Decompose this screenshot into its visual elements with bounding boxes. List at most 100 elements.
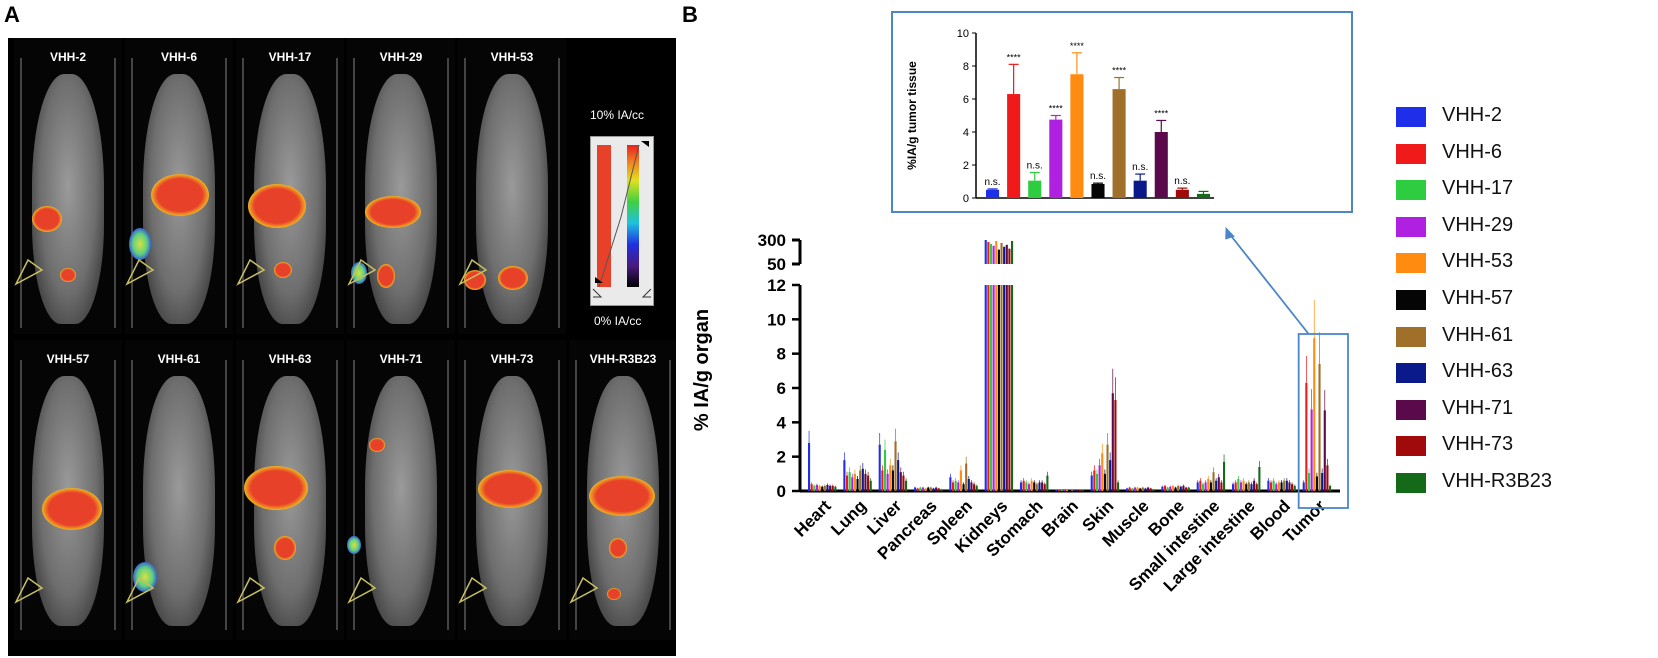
- legend-item: VHH-53: [1396, 250, 1656, 276]
- main-bar: [894, 441, 897, 491]
- tumor-arrowhead-icon: [125, 258, 155, 286]
- main-bar: [1041, 482, 1044, 491]
- main-bar: [1144, 488, 1147, 491]
- main-bar: [1196, 482, 1199, 491]
- scanner-rail-right: [336, 58, 338, 328]
- legend-label: VHH-2: [1442, 104, 1503, 126]
- main-bar: [973, 484, 976, 491]
- scanner-rail-left: [464, 58, 466, 328]
- main-bar: [1095, 473, 1099, 491]
- legend-label: VHH-73: [1442, 433, 1514, 456]
- legend-label: VHH-57: [1442, 287, 1514, 309]
- main-bar: [831, 485, 834, 491]
- main-bar: [1199, 480, 1202, 491]
- arrowhead-outline: [14, 576, 44, 604]
- main-bar: [987, 285, 990, 491]
- main-bar: [1133, 487, 1137, 491]
- main-y-tick-label: 0: [777, 482, 786, 501]
- inset-bar: [1154, 132, 1168, 198]
- arrowhead-outline: [569, 576, 599, 604]
- inset-y-tick-label: 6: [963, 94, 969, 106]
- main-bar: [1139, 488, 1142, 491]
- main-bar: [1201, 484, 1205, 491]
- inset-bar: [1112, 89, 1126, 198]
- main-bar: [1068, 490, 1071, 491]
- main-bar: [1055, 490, 1058, 491]
- main-bar: [1291, 484, 1294, 491]
- main-y-axis-label: % IA/g organ: [691, 309, 713, 431]
- inset-bar: [1133, 180, 1147, 198]
- main-bar: [967, 478, 970, 491]
- scanner-rail-right: [114, 360, 116, 630]
- main-bar: [859, 470, 862, 491]
- row1-label-3: VHH-17: [268, 50, 312, 64]
- main-bar: [1141, 487, 1144, 491]
- legend-label: VHH-29: [1442, 213, 1514, 236]
- colorbar: [590, 136, 654, 306]
- main-bar: [1098, 465, 1101, 491]
- inset-significance-label: ****: [1112, 66, 1127, 76]
- main-bar: [1046, 475, 1049, 491]
- main-bar: [845, 475, 849, 491]
- main-bar: [1280, 482, 1283, 491]
- arrowhead-outline: [125, 258, 155, 286]
- scanner-rail-right: [225, 360, 227, 630]
- main-bar: [843, 460, 846, 491]
- main-y-tick-label: 4: [777, 413, 787, 432]
- tumor-inset: 0 2 4 6 8 10 %IA/g tumor tissue n.s. **** n.s. ***…: [891, 11, 1353, 213]
- main-bar: [1313, 338, 1316, 491]
- main-bar: [1217, 477, 1220, 491]
- legend-swatch: [1396, 180, 1426, 201]
- arrowhead-outline: [458, 258, 488, 286]
- main-bar: [1242, 480, 1245, 491]
- tumor-arrowhead-icon: [125, 576, 155, 604]
- row1-tile-4: VHH-29: [347, 38, 455, 334]
- main-bar: [1321, 472, 1324, 491]
- inset-bar: [1196, 193, 1210, 198]
- main-bar: [1293, 485, 1296, 491]
- main-bar: [1101, 453, 1104, 491]
- legend-swatch: [1396, 473, 1426, 493]
- main-bar: [1245, 484, 1248, 491]
- main-bar: [1038, 482, 1041, 491]
- main-bar: [929, 487, 932, 491]
- main-bar: [851, 477, 854, 491]
- uptake-hotspot: [478, 470, 542, 508]
- main-bar: [848, 472, 851, 491]
- main-bar: [899, 472, 902, 491]
- main-bar: [1152, 489, 1155, 491]
- row2-tile-1: VHH-57: [14, 340, 122, 640]
- main-bar: [1302, 482, 1305, 491]
- main-bar: [1106, 444, 1109, 491]
- main-bar-upper: [1005, 244, 1008, 264]
- tumor-arrowhead-icon: [458, 258, 488, 286]
- legend-swatch: [1396, 436, 1426, 457]
- main-bar: [1136, 487, 1139, 491]
- main-bar: [1076, 490, 1079, 491]
- main-bar: [891, 470, 894, 491]
- main-bar: [1269, 482, 1273, 491]
- inset-significance-label: ****: [1154, 108, 1169, 118]
- inset-bar: [986, 189, 1000, 198]
- scanner-rail-left: [353, 58, 355, 328]
- arrowhead-outline: [236, 258, 266, 286]
- legend-swatch: [1396, 290, 1426, 310]
- main-bar: [1258, 466, 1261, 491]
- main-bar: [1057, 490, 1061, 491]
- row1-tile-5: VHH-53: [458, 38, 566, 334]
- main-bar: [959, 470, 962, 491]
- main-bar: [1071, 490, 1074, 491]
- main-bar-upper: [1011, 240, 1014, 264]
- legend-swatch: [1396, 399, 1426, 420]
- main-bar: [818, 485, 821, 491]
- inset-bar: [1175, 189, 1189, 198]
- main-bar: [962, 484, 965, 491]
- legend-swatch: [1396, 363, 1426, 384]
- main-bar: [989, 285, 993, 491]
- tumor-highlight-box: [1297, 333, 1349, 509]
- inset-y-tick-label: 10: [957, 28, 969, 40]
- main-bar: [864, 473, 867, 491]
- main-bar: [1131, 488, 1134, 491]
- main-bar: [897, 460, 900, 491]
- scanner-rail-right: [447, 58, 449, 328]
